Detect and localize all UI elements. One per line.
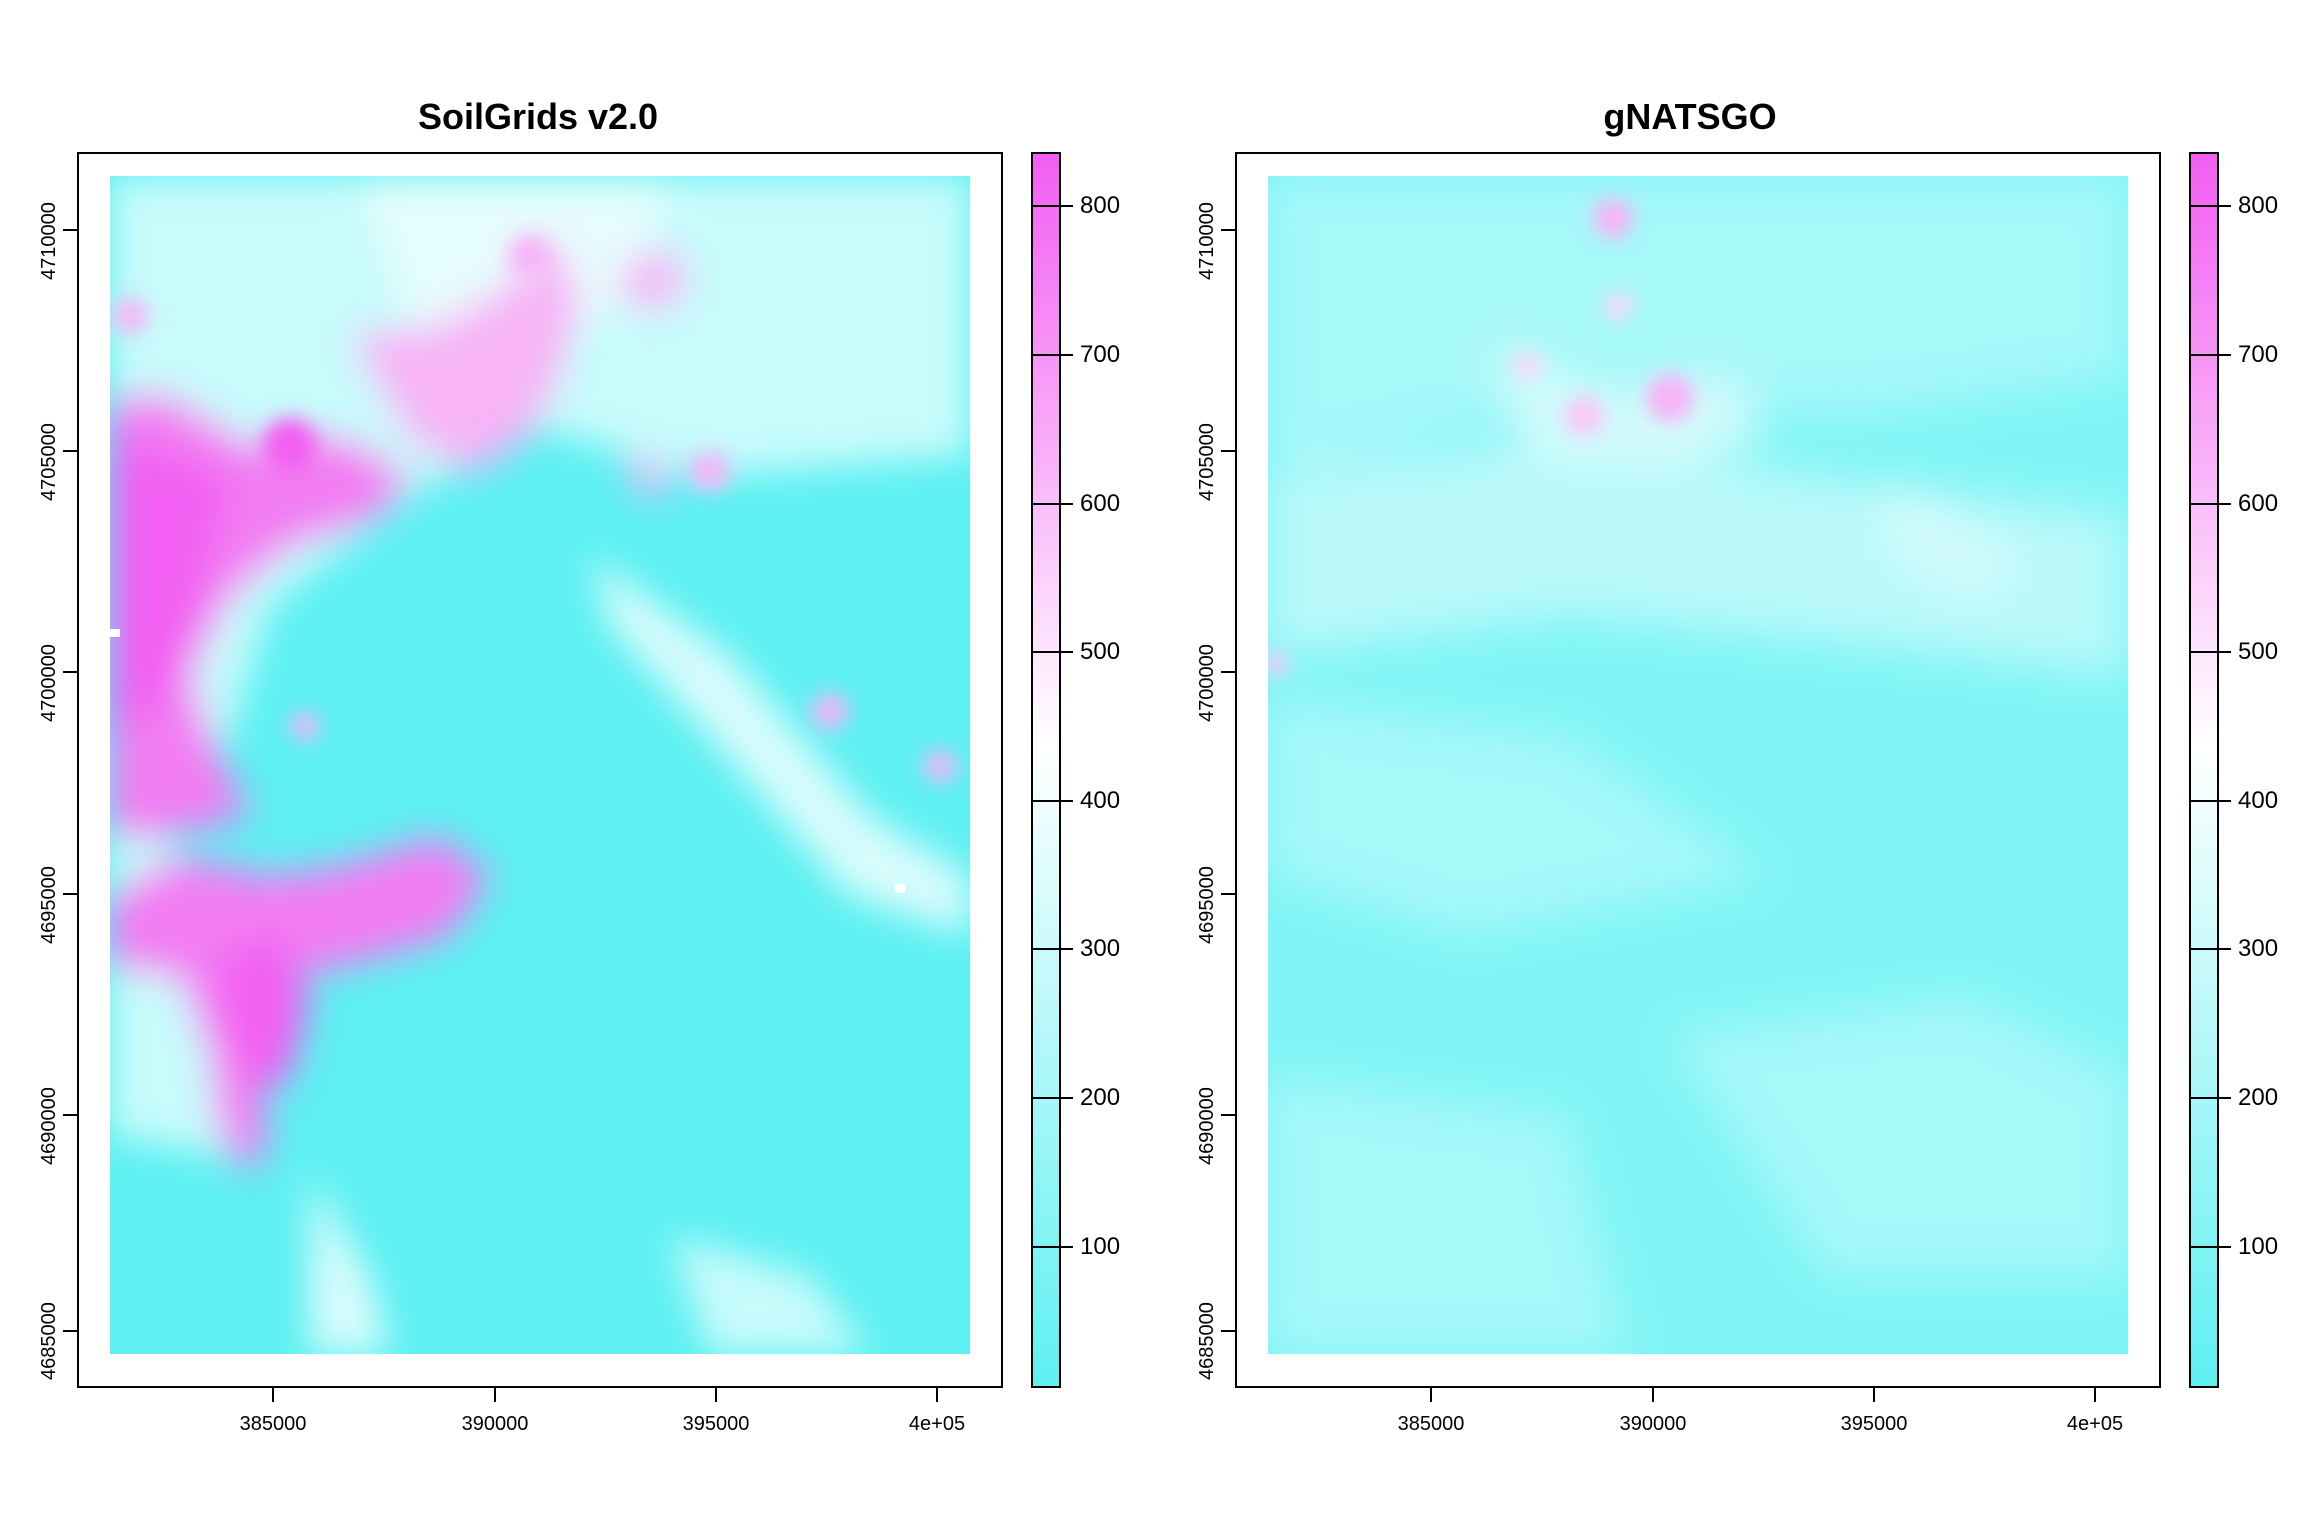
map-panel-gnatsgo: gNATSGO <box>1152 0 2304 1536</box>
legend-tick <box>1061 1246 1073 1248</box>
soilgrids-raster <box>110 176 970 1354</box>
legend-tick <box>2191 503 2231 505</box>
y-tick <box>63 671 77 673</box>
map-title: SoilGrids v2.0 <box>417 96 659 137</box>
map-title: gNATSGO <box>1603 96 1777 137</box>
legend-label: 700 <box>2238 341 2279 368</box>
legend-label: 200 <box>1080 1084 1121 1111</box>
x-tick-label: 395000 <box>682 1413 750 1435</box>
y-tick-label: 4695000 <box>38 866 60 944</box>
legend-label: 400 <box>1080 787 1121 814</box>
y-tick <box>1221 893 1235 895</box>
y-tick-label: 4700000 <box>1196 644 1218 722</box>
x-tick <box>494 1388 496 1402</box>
y-tick-label: 4690000 <box>1196 1087 1218 1165</box>
legend-label: 100 <box>1080 1233 1121 1260</box>
legend-tick <box>2219 1246 2231 1248</box>
x-tick <box>715 1388 717 1402</box>
legend-tick <box>1033 205 1073 207</box>
y-tick-label: 4695000 <box>1196 866 1218 944</box>
legend-tick <box>1033 503 1073 505</box>
x-tick <box>1430 1388 1432 1402</box>
color-legend <box>1031 152 1061 1388</box>
legend-tick <box>1033 354 1073 356</box>
x-tick-label: 390000 <box>461 1413 529 1435</box>
x-tick-label: 390000 <box>1619 1413 1687 1435</box>
x-tick <box>936 1388 938 1402</box>
map-panel-soilgrids: SoilGrids v2.0 <box>38 96 1121 1435</box>
legend-tick <box>1061 1097 1073 1099</box>
legend-label: 100 <box>2238 1233 2279 1260</box>
x-tick <box>272 1388 274 1402</box>
color-legend <box>2189 152 2219 1388</box>
y-tick-label: 4690000 <box>38 1087 60 1165</box>
raster-map <box>1268 176 2128 1354</box>
x-tick <box>1873 1388 1875 1402</box>
gnatsgo-raster <box>1268 176 2128 1354</box>
legend-label: 400 <box>2238 787 2279 814</box>
raster-map <box>110 176 970 1354</box>
legend-label: 300 <box>1080 935 1121 962</box>
legend-tick <box>2191 1097 2231 1099</box>
legend-tick <box>2219 503 2231 505</box>
legend-tick <box>1061 948 1073 950</box>
x-tick-label: 4e+05 <box>2066 1413 2124 1435</box>
legend-tick <box>2219 948 2231 950</box>
legend-label: 300 <box>2238 935 2279 962</box>
y-tick <box>1221 671 1235 673</box>
legend-tick <box>2191 354 2231 356</box>
legend-label: 200 <box>2238 1084 2279 1111</box>
legend-tick <box>2191 948 2231 950</box>
legend-tick <box>2219 205 2231 207</box>
x-tick-label: 395000 <box>1840 1413 1908 1435</box>
legend-label: 800 <box>1080 192 1121 219</box>
legend-tick <box>1061 205 1073 207</box>
y-tick-label: 4710000 <box>38 202 60 280</box>
y-tick <box>1221 229 1235 231</box>
legend-tick <box>2191 1246 2231 1248</box>
y-tick <box>1221 450 1235 452</box>
legend-tick <box>2191 205 2231 207</box>
x-tick <box>1652 1388 1654 1402</box>
legend-tick <box>2191 800 2231 802</box>
legend-tick <box>1033 1097 1073 1099</box>
legend-label: 500 <box>2238 638 2279 665</box>
x-tick-label: 385000 <box>239 1413 307 1435</box>
legend-label: 600 <box>1080 490 1121 517</box>
legend-tick <box>2219 800 2231 802</box>
legend-tick <box>1033 948 1073 950</box>
legend-tick <box>2191 651 2231 653</box>
y-tick-label: 4705000 <box>1196 423 1218 501</box>
legend-tick <box>1033 800 1073 802</box>
legend-label: 700 <box>1080 341 1121 368</box>
legend-tick <box>1061 651 1073 653</box>
y-tick <box>63 893 77 895</box>
y-tick <box>63 1114 77 1116</box>
y-tick-label: 4710000 <box>1196 202 1218 280</box>
legend-tick <box>1061 503 1073 505</box>
legend-tick <box>2219 1097 2231 1099</box>
x-tick-label: 385000 <box>1397 1413 1465 1435</box>
legend-tick <box>1061 800 1073 802</box>
y-tick <box>63 1330 77 1332</box>
legend-tick <box>1061 354 1073 356</box>
legend-label: 600 <box>2238 490 2279 517</box>
legend-tick <box>1033 1246 1073 1248</box>
y-tick-label: 4705000 <box>38 423 60 501</box>
y-tick-label: 4685000 <box>1196 1302 1218 1380</box>
x-tick <box>2094 1388 2096 1402</box>
legend-label: 800 <box>2238 192 2279 219</box>
y-tick-label: 4700000 <box>38 644 60 722</box>
legend-tick <box>2219 354 2231 356</box>
y-tick <box>63 229 77 231</box>
y-tick <box>1221 1330 1235 1332</box>
x-tick-label: 4e+05 <box>908 1413 966 1435</box>
y-tick-label: 4685000 <box>38 1302 60 1380</box>
y-tick <box>63 450 77 452</box>
y-tick <box>1221 1114 1235 1116</box>
legend-tick <box>1033 651 1073 653</box>
legend-label: 500 <box>1080 638 1121 665</box>
legend-tick <box>2219 651 2231 653</box>
